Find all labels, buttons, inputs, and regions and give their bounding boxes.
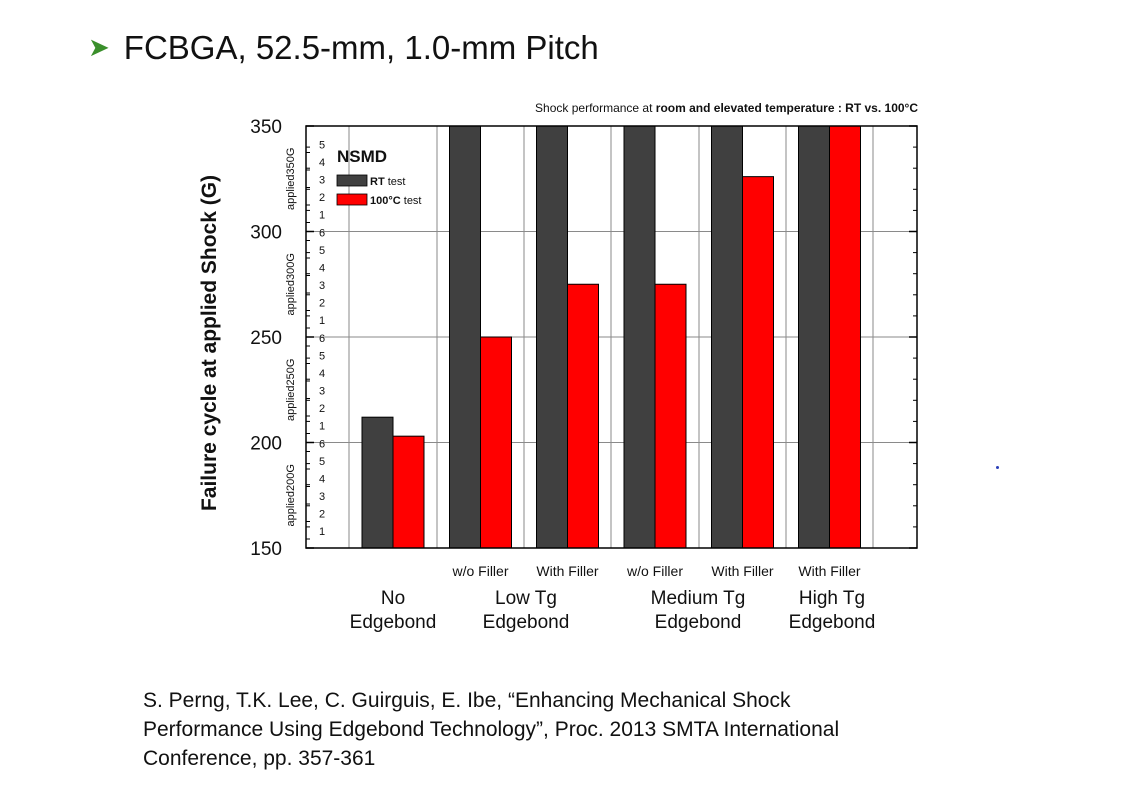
y-tick-label: 350 (250, 117, 282, 138)
cycle-number: 2 (319, 403, 325, 415)
bar-hot-2 (567, 283, 599, 549)
bar-rt-2 (536, 125, 568, 549)
cycle-number: 2 (319, 509, 325, 521)
citation: S. Perng, T.K. Lee, C. Guirguis, E. Ibe,… (143, 686, 1043, 773)
bar-hot-4 (742, 176, 774, 549)
legend-swatch-1 (336, 193, 368, 206)
cycle-number: 4 (319, 263, 325, 275)
bar-hot-3 (654, 283, 687, 549)
cycle-number: 5 (319, 351, 325, 363)
citation-line-3: Conference, pp. 357-361 (143, 747, 376, 770)
category-label-1: w/o Filler (451, 563, 508, 579)
bar-hot-5 (829, 125, 861, 549)
group-label-line2-3: Edgebond (789, 612, 876, 633)
group-label-line1-1: Low Tg (495, 588, 557, 609)
slide-title: ➤ FCBGA, 52.5-mm, 1.0-mm Pitch (88, 28, 599, 70)
legend-label-suffix: test (385, 176, 406, 188)
bar-rt-3 (623, 125, 656, 549)
applied-band-label: applied350G (285, 148, 297, 210)
chart-title-bold: room and elevated temperature : RT vs. 1… (656, 101, 919, 115)
cycle-number: 4 (319, 368, 325, 380)
legend-label-suffix: test (401, 195, 422, 207)
y-tick-label: 300 (250, 223, 282, 244)
legend-label-prefix: 100°C (370, 195, 401, 207)
cycle-number: 3 (319, 491, 325, 503)
slide-title-text: FCBGA, 52.5-mm, 1.0-mm Pitch (123, 29, 599, 66)
legend-label-prefix: RT (370, 176, 385, 188)
cycle-number: 2 (319, 298, 325, 310)
cycle-number: 4 (319, 157, 325, 169)
applied-band-label: applied200G (285, 464, 297, 526)
group-label-line2-2: Edgebond (655, 612, 742, 633)
cycle-number: 2 (319, 192, 325, 204)
arrow-bullet-icon: ➤ (88, 32, 110, 62)
bar-rt-4 (711, 125, 743, 549)
cycle-number: 1 (319, 526, 325, 538)
legend-title: NSMD (337, 147, 387, 166)
legend-swatch-0 (336, 174, 368, 187)
bar-rt-0 (361, 416, 394, 549)
cycle-number: 3 (319, 175, 325, 187)
cycle-number: 6 (319, 333, 325, 345)
cycle-number: 1 (319, 421, 325, 433)
citation-line-2: Performance Using Edgebond Technology”, … (143, 718, 840, 741)
cycle-number: 5 (319, 245, 325, 257)
chart-title: Shock performance at room and elevated t… (535, 101, 918, 115)
cycle-number: 5 (319, 456, 325, 468)
group-label-line2-0: Edgebond (350, 612, 437, 633)
cycle-number: 6 (319, 228, 325, 240)
y-tick-label: 250 (250, 328, 282, 349)
y-tick-label: 150 (250, 539, 282, 560)
cycle-number: 1 (319, 315, 325, 327)
citation-line-1: S. Perng, T.K. Lee, C. Guirguis, E. Ibe,… (143, 689, 791, 712)
bar-hot-1 (480, 336, 512, 549)
chart-title-prefix: Shock performance at (535, 101, 656, 115)
bar-rt-1 (449, 125, 481, 549)
stray-dot (996, 466, 999, 469)
category-label-2: With Filler (536, 563, 599, 579)
legend-label-1: 100°C test (370, 195, 422, 207)
cycle-number: 3 (319, 386, 325, 398)
legend-label-0: RT test (370, 176, 405, 188)
category-label-4: With Filler (711, 563, 774, 579)
cycle-number: 4 (319, 474, 325, 486)
bar-rt-5 (798, 125, 830, 549)
group-label-line1-0: No (381, 588, 405, 609)
cycle-number: 5 (319, 140, 325, 152)
applied-band-label: applied250G (285, 359, 297, 421)
cycle-number: 1 (319, 210, 325, 222)
cycle-number: 3 (319, 280, 325, 292)
category-label-5: With Filler (798, 563, 861, 579)
y-tick-label: 200 (250, 434, 282, 455)
group-label-line1-3: High Tg (799, 588, 865, 609)
applied-band-label: applied300G (285, 253, 297, 315)
y-axis-title: Failure cycle at applied Shock (G) (198, 175, 221, 511)
category-label-3: w/o Filler (626, 563, 683, 579)
bar-hot-0 (392, 435, 425, 549)
cycle-number: 6 (319, 439, 325, 451)
group-label-line1-2: Medium Tg (651, 588, 746, 609)
group-label-line2-1: Edgebond (483, 612, 570, 633)
